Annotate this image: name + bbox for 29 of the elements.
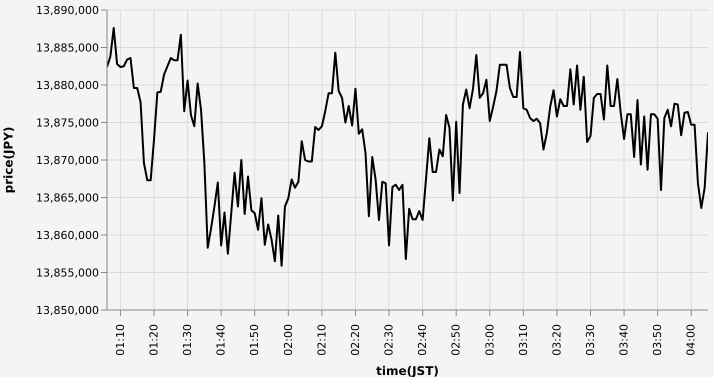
- y-tick-label: 13,880,000: [36, 78, 99, 92]
- y-tick-label: 13,850,000: [36, 304, 99, 317]
- y-tick-label: 13,870,000: [36, 154, 99, 167]
- x-tick-label: 04:00: [684, 324, 698, 356]
- x-tick-label: 01:50: [248, 324, 262, 356]
- x-tick-label: 02:20: [348, 324, 362, 356]
- x-tick-label: 03:40: [618, 324, 631, 356]
- x-tick-label: 01:20: [148, 324, 160, 356]
- x-tick-label: 03:00: [483, 324, 496, 356]
- x-tick-label: 02:00: [282, 324, 295, 356]
- x-tick-label: 03:20: [550, 324, 564, 356]
- x-tick-label: 03:50: [651, 324, 664, 356]
- x-tick-label: 01:30: [181, 324, 194, 356]
- x-tick-label: 02:10: [315, 324, 328, 356]
- x-tick-label: 02:30: [382, 324, 396, 356]
- y-tick-label: 13,855,000: [36, 266, 99, 280]
- y-axis-title: price(JPY): [1, 126, 16, 194]
- x-tick-label: 01:10: [114, 324, 127, 356]
- y-tick-label: 13,890,000: [36, 4, 99, 17]
- y-tick-label: 13,860,000: [36, 228, 99, 242]
- x-tick-label: 03:10: [516, 324, 530, 356]
- x-tick-label: 03:30: [584, 324, 597, 356]
- y-tick-label: 13,865,000: [36, 191, 99, 204]
- x-tick-label: 01:40: [214, 324, 228, 356]
- x-tick-label: 02:40: [416, 324, 430, 356]
- y-tick-label: 13,885,000: [36, 41, 99, 54]
- x-tick-label: 02:50: [450, 324, 463, 356]
- y-tick-label: 13,875,000: [36, 116, 99, 130]
- line-series: [107, 27, 708, 267]
